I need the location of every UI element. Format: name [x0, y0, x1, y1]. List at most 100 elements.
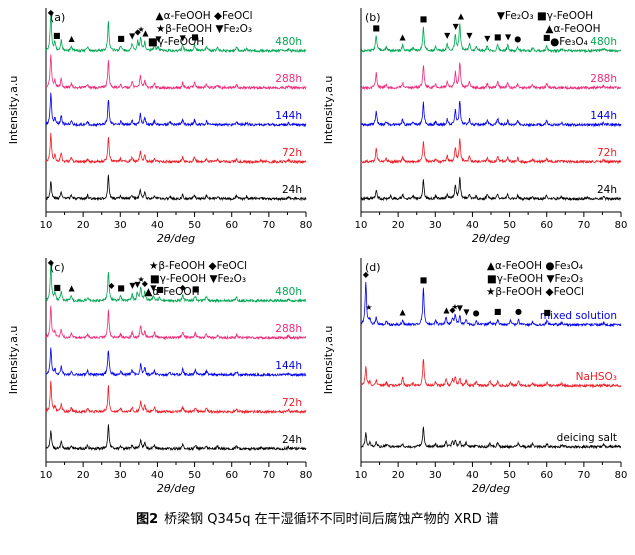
xrd-trace-mixed-solution [360, 281, 622, 328]
phase-marker-square-icon: ■ [53, 31, 61, 40]
legend-row: ■γ-FeOOH [148, 36, 204, 48]
panel-grid: 10 20 30 40 50 60 70 80 2θ/deg Intensity,a.u (a) 24… [6, 4, 629, 502]
xrd-plot: 10 20 30 40 50 60 70 80 2θ/deg Intensity,a.u (c) 24… [7, 258, 312, 495]
phase-marker-triangle-up-icon: ▲ [69, 34, 76, 43]
x-tick-label: 40 [151, 220, 164, 231]
legend-row: ▲α-FeOOH [545, 23, 600, 35]
trace-label: 72h [282, 147, 302, 159]
phase-marker-square-icon: ■ [420, 15, 428, 24]
trace-label: 144h [275, 360, 302, 372]
xrd-plot: 10 20 30 40 50 60 70 80 2θ/deg Intensity,a.u (a) 24… [7, 8, 312, 245]
panel-label: (d) [365, 261, 381, 274]
xrd-trace-24h [360, 176, 622, 202]
trace-label: 24h [282, 184, 302, 196]
phase-marker-triangle-up-icon: ▲ [400, 308, 407, 317]
x-tick-label: 20 [392, 470, 405, 481]
legend-row: ●Fe₃O₄ [550, 36, 588, 48]
phase-marker-diamond-icon: ◆ [135, 28, 142, 37]
trace-label: 72h [597, 147, 617, 159]
xrd-panel-c: 10 20 30 40 50 60 70 80 2θ/deg Intensity,a.u (c) 24… [6, 254, 314, 502]
phase-marker-triangle-down-icon: ▼ [180, 33, 187, 42]
x-tick-label: 10 [355, 470, 368, 481]
x-axis-label: 2θ/deg [472, 482, 510, 495]
x-tick-label: 50 [503, 220, 516, 231]
trace-label: 480h [275, 286, 302, 298]
trace-label: NaHSO₃ [576, 371, 617, 383]
phase-marker-square-icon: ■ [156, 285, 164, 294]
legend-row: ▲α-FeOOH ◆FeOCl [156, 10, 253, 22]
phase-marker-triangle-up-icon: ▲ [142, 29, 149, 38]
phase-marker-diamond-icon: ◆ [48, 8, 55, 17]
x-axis-label: 2θ/deg [157, 232, 195, 245]
xrd-trace-72h [45, 132, 307, 165]
panel-label: (a) [50, 11, 65, 24]
panel-label: (c) [50, 261, 65, 274]
phase-marker-diamond-icon: ◆ [363, 270, 370, 279]
phase-marker-diamond-icon: ◆ [449, 306, 456, 315]
phase-marker-triangle-down-icon: ▼ [466, 31, 473, 40]
legend-row: ■γ-FeOOH ▼Fe₂O₃ [487, 273, 583, 285]
xrd-trace-288h [360, 62, 622, 91]
legend-row: ▼Fe₂O₃ ■γ-FeOOH [497, 10, 593, 22]
phase-marker-diamond-icon: ◆ [180, 283, 187, 292]
trace-label: 72h [282, 397, 302, 409]
trace-label: 144h [275, 110, 302, 122]
trace-label: 24h [282, 434, 302, 446]
xrd-trace-72h [45, 380, 307, 415]
phase-marker-triangle-down-icon: ▼ [155, 34, 162, 43]
y-axis-label: Intensity,a.u [322, 76, 335, 145]
x-tick-label: 40 [466, 470, 479, 481]
x-tick-label: 50 [188, 220, 201, 231]
xrd-plot: 10 20 30 40 50 60 70 80 2θ/deg Intensity,a.u (b) 24… [322, 8, 627, 245]
phase-marker-triangle-down-icon: ▼ [505, 32, 512, 41]
figure-caption: 图2 桥梁钢 Q345q 在干湿循环不同时间后腐蚀产物的 XRD 谱 [6, 502, 629, 527]
xrd-trace-deicing-salt [360, 426, 621, 450]
trace-label: 480h [275, 36, 302, 48]
x-tick-label: 10 [40, 470, 53, 481]
x-tick-label: 20 [77, 220, 90, 231]
phase-marker-triangle-down-icon: ▼ [134, 280, 141, 289]
y-axis-label: Intensity,a.u [7, 326, 20, 395]
legend-row: ★β-FeOOH ▼Fe₂O₃ [156, 23, 252, 35]
xrd-trace-480h [45, 14, 307, 54]
phase-marker-square-icon: ■ [191, 32, 199, 41]
phase-marker-star-icon: ★ [451, 302, 458, 311]
caption-text: 桥梁钢 Q345q 在干湿循环不同时间后腐蚀产物的 XRD 谱 [164, 512, 499, 527]
x-tick-label: 50 [188, 470, 201, 481]
trace-label: 288h [275, 323, 302, 335]
x-tick-label: 30 [114, 470, 127, 481]
phase-marker-triangle-down-icon: ▼ [129, 281, 136, 290]
x-tick-label: 60 [540, 220, 553, 231]
xrd-panel-d: 10 20 30 40 50 60 70 80 2θ/deg Intensity,a.u (d) de… [321, 254, 629, 502]
x-tick-label: 20 [77, 470, 90, 481]
trace-label: 144h [590, 110, 617, 122]
xrd-plot: 10 20 30 40 50 60 70 80 2θ/deg Intensity,a.u (d) de… [322, 258, 627, 495]
x-tick-label: 40 [151, 470, 164, 481]
phase-marker-square-icon: ■ [494, 307, 502, 316]
caption-label: 图2 [136, 512, 159, 527]
phase-marker-diamond-icon: ◆ [48, 258, 55, 267]
phase-marker-star-icon: ★ [138, 275, 145, 284]
trace-label: 288h [590, 73, 617, 85]
phase-marker-triangle-down-icon: ▼ [129, 32, 136, 41]
legend-row: ▲α-FeOOH [144, 286, 199, 298]
x-axis-label: 2θ/deg [157, 482, 195, 495]
phase-marker-square-icon: ■ [117, 34, 125, 43]
phase-marker-triangle-up-icon: ▲ [400, 32, 407, 41]
x-tick-label: 70 [262, 470, 275, 481]
x-tick-label: 70 [262, 220, 275, 231]
trace-label: 24h [597, 184, 617, 196]
x-tick-label: 60 [540, 470, 553, 481]
phase-marker-triangle-up-icon: ▲ [458, 12, 465, 21]
phase-marker-triangle-down-icon: ▼ [457, 304, 464, 313]
xrd-trace-72h [360, 138, 622, 165]
phase-marker-triangle-down-icon: ▼ [453, 22, 460, 31]
phase-marker-diamond-icon: ◆ [142, 279, 149, 288]
phase-marker-triangle-down-icon: ▼ [150, 284, 157, 293]
phase-marker-triangle-up-icon: ▲ [69, 284, 76, 293]
legend-row: ■γ-FeOOH ▼Fe₂O₃ [150, 273, 246, 285]
legend-row: ★β-FeOOH ◆FeOCl [486, 286, 584, 298]
phase-marker-star-icon: ★ [138, 25, 145, 34]
x-axis-label: 2θ/deg [472, 232, 510, 245]
